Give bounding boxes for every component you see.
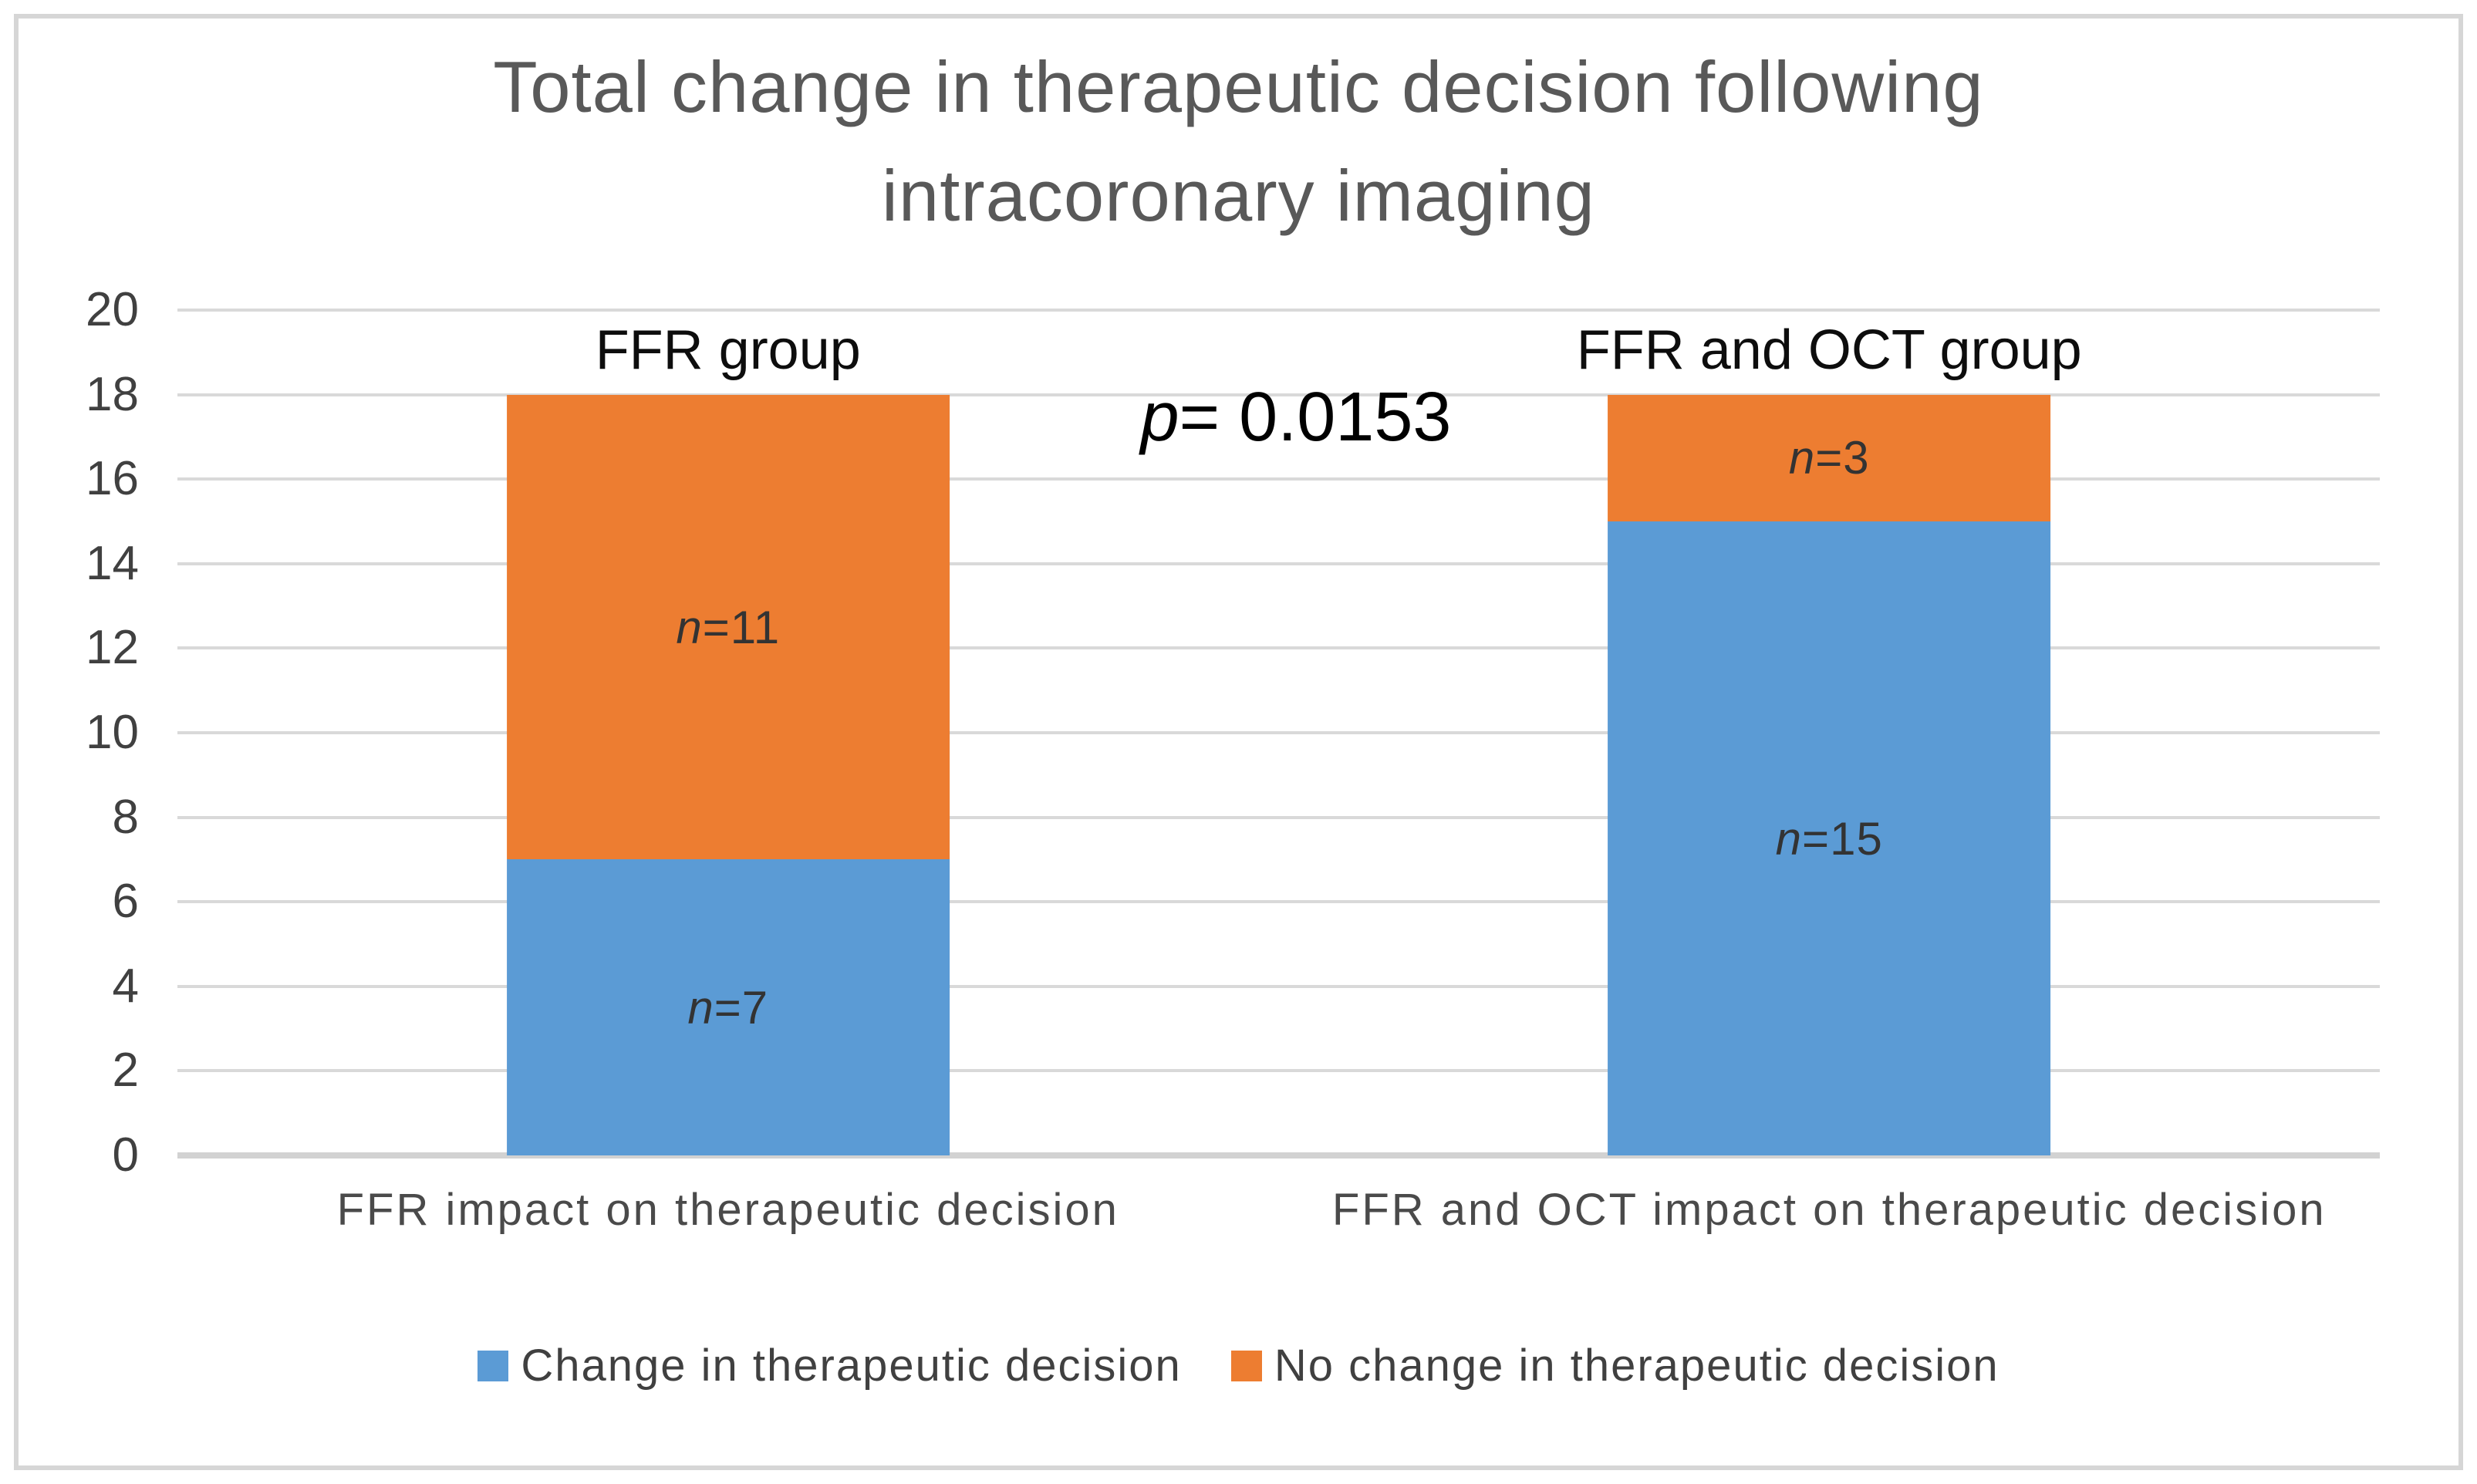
x-axis: FFR impact on therapeutic decision FFR an… — [177, 1188, 2380, 1250]
bar-segment-ffr-and-oct-group: n=15 — [1608, 521, 2051, 1155]
y-tick-label-4: 4 — [112, 959, 139, 1013]
gridline-y-18 — [177, 393, 2380, 396]
y-tick-label-14: 14 — [86, 536, 139, 590]
gridline-y-12 — [177, 646, 2380, 650]
gridline-y-2 — [177, 1069, 2380, 1073]
legend: Change in therapeutic decision No change … — [0, 1344, 2477, 1388]
legend-item-label: No change in therapeutic decision — [1274, 1341, 1999, 1391]
legend-swatch-icon — [478, 1351, 509, 1381]
chart-title-line-1: Total change in therapeutic decision fol… — [493, 46, 1984, 127]
x-category-label-ffr-group: FFR impact on therapeutic decision — [336, 1185, 1119, 1235]
gridline-y-14 — [177, 562, 2380, 565]
legend-item-label: Change in therapeutic decision — [521, 1341, 1182, 1391]
segment-count-label: n=15 — [1775, 812, 1883, 865]
stacked-bar-ffr-group: n=7 n=11 — [506, 394, 950, 1155]
gridline-y-20 — [177, 309, 2380, 312]
legend-swatch-icon — [1230, 1351, 1262, 1381]
p-value-annotation: p= 0.0153 — [1141, 379, 1452, 456]
y-tick-label-8: 8 — [112, 790, 139, 844]
segment-count-label: n=3 — [1788, 432, 1870, 484]
italic-n: n — [676, 601, 703, 653]
y-tick-label-10: 10 — [86, 706, 139, 759]
canvas-border — [14, 14, 2463, 1470]
bar-segment-ffr-and-oct-group: n=3 — [1608, 394, 2051, 522]
chart-title-line-2: intracoronary imaging — [882, 155, 1595, 236]
segment-count-label: n=7 — [687, 981, 769, 1034]
group-label-ffr-group: FFR group — [595, 319, 861, 381]
x-axis-line — [177, 1152, 2380, 1159]
p-value-text: = 0.0153 — [1179, 379, 1452, 456]
y-tick-label-6: 6 — [112, 875, 139, 929]
gridline-y-10 — [177, 731, 2380, 734]
legend-item: Change in therapeutic decision — [478, 1344, 1181, 1388]
gridline-y-6 — [177, 900, 2380, 904]
segment-count-label: n=11 — [676, 601, 781, 653]
x-category-label-ffr-and-oct-group: FFR and OCT impact on therapeutic decisi… — [1331, 1185, 2327, 1235]
gridline-y-4 — [177, 984, 2380, 988]
chart-title: Total change in therapeutic decision fol… — [0, 32, 2477, 250]
y-tick-label-0: 0 — [112, 1128, 139, 1182]
bar-segment-ffr-group: n=7 — [506, 859, 950, 1155]
italic-n: n — [687, 981, 714, 1034]
gridline-y-16 — [177, 477, 2380, 481]
y-axis: 0 2 4 6 8 10 12 14 16 18 20 — [0, 286, 143, 1179]
bar-segment-ffr-group: n=11 — [506, 394, 950, 860]
italic-n: n — [1788, 432, 1816, 484]
y-tick-label-18: 18 — [86, 367, 139, 421]
y-tick-label-2: 2 — [112, 1044, 139, 1098]
stacked-bar-ffr-and-oct-group: n=15 n=3 — [1608, 394, 2051, 1155]
y-tick-label-20: 20 — [86, 283, 139, 336]
y-tick-label-16: 16 — [86, 452, 139, 506]
gridline-y-8 — [177, 815, 2380, 819]
legend-item: No change in therapeutic decision — [1230, 1341, 1999, 1391]
p-value-italic-p: p — [1140, 379, 1179, 456]
italic-n: n — [1775, 812, 1803, 865]
y-tick-label-12: 12 — [86, 621, 139, 675]
group-label-ffr-and-oct-group: FFR and OCT group — [1576, 319, 2082, 381]
plot-area: n=7 n=11 FFR group n=15 n=3 FFR and OCT group — [177, 309, 2380, 1159]
